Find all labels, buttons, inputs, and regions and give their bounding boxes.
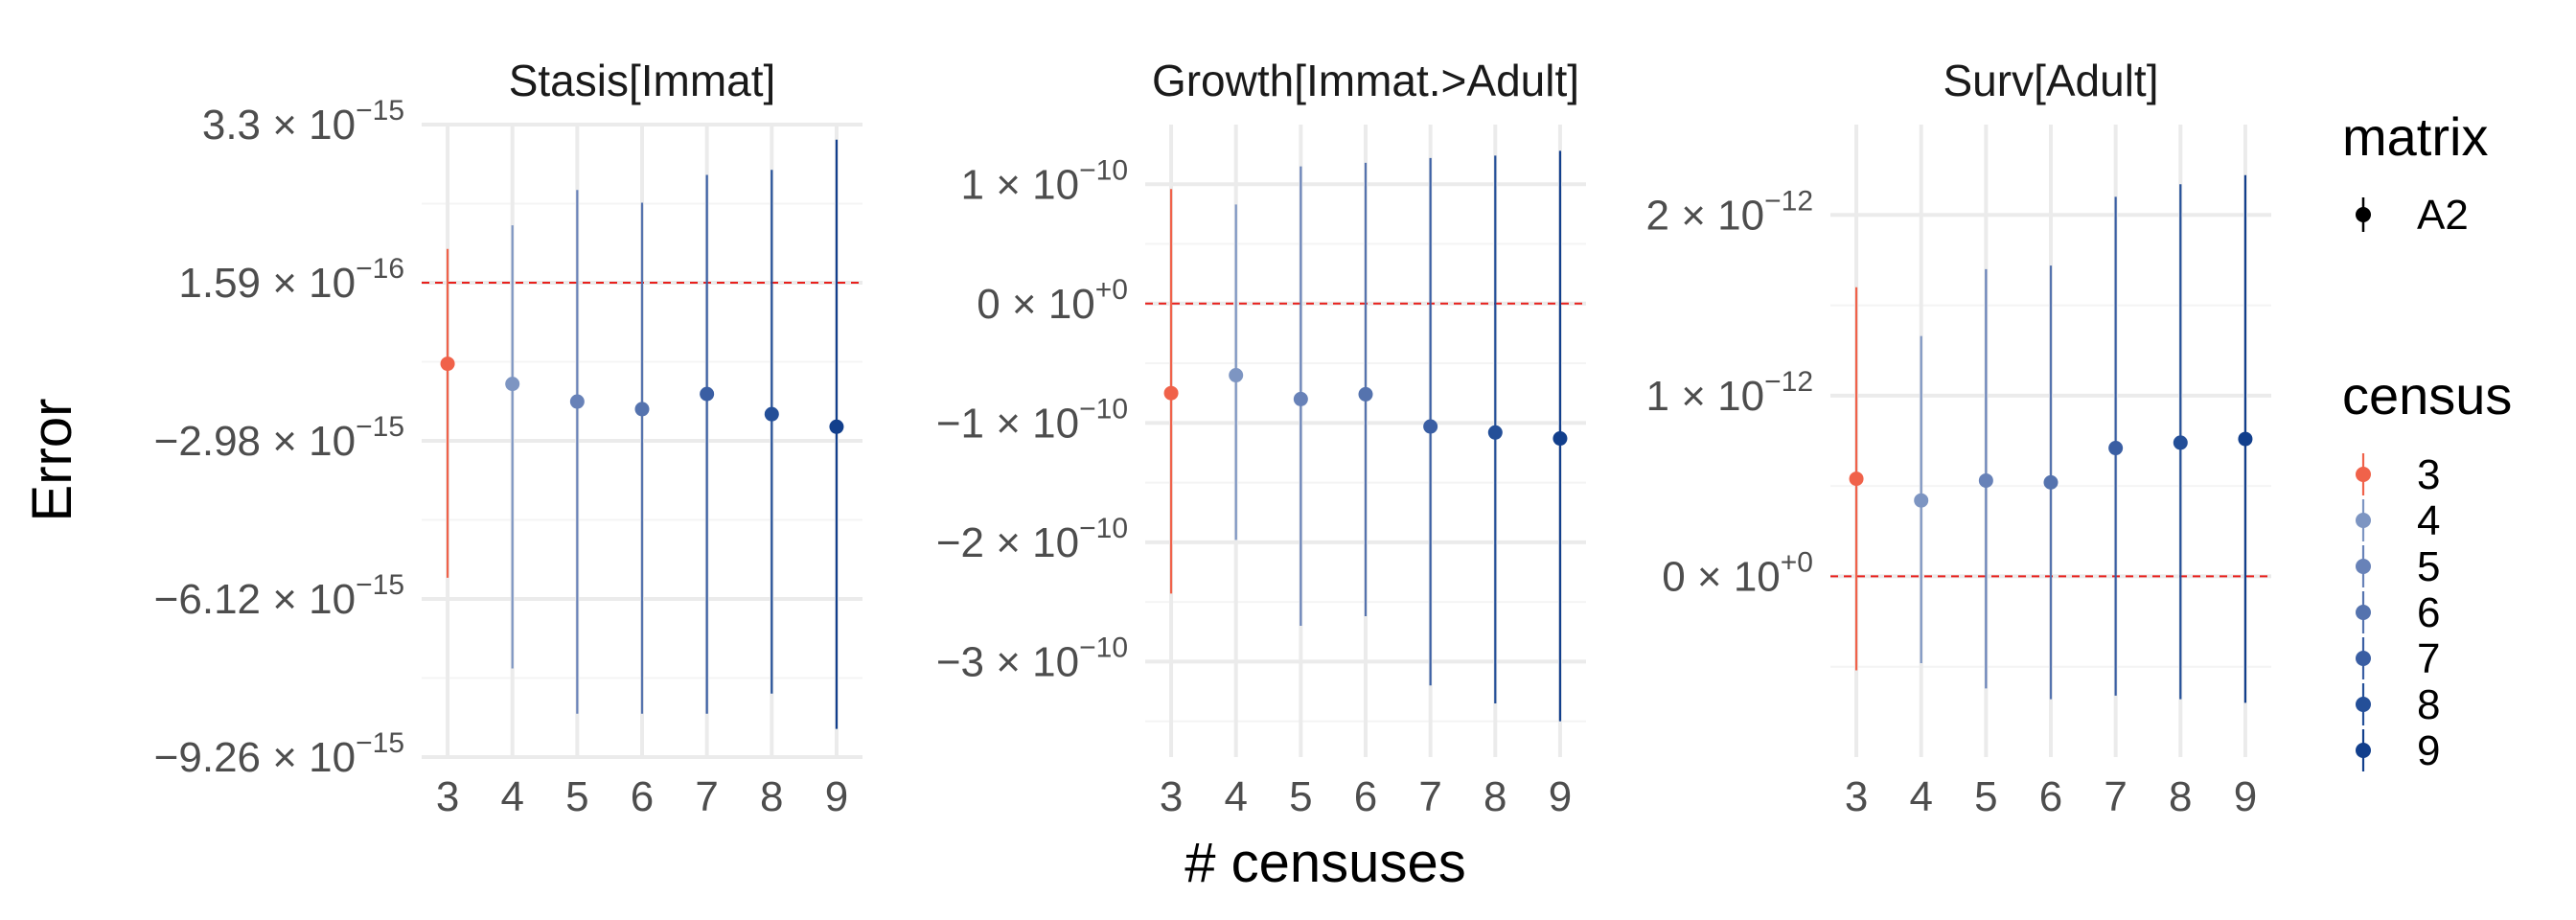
x-tick-label: 8 [2169, 773, 2192, 820]
legend-key-point [2356, 743, 2371, 758]
y-tick-label: 0 × 10+0 [1662, 546, 1813, 600]
legend-key-point [2356, 605, 2371, 620]
legend-key-point [2356, 467, 2371, 482]
x-tick-label: 5 [1289, 773, 1312, 820]
data-point [2108, 441, 2124, 456]
x-tick-label: 9 [2234, 773, 2257, 820]
data-point [2173, 435, 2188, 450]
facet-title: Surv[Adult] [1944, 56, 2159, 105]
data-point [505, 377, 520, 392]
y-tick-label: −2 × 10−10 [936, 513, 1128, 566]
data-point [440, 356, 455, 372]
x-tick-label: 9 [1549, 773, 1572, 820]
y-tick-label: 1 × 10−10 [961, 154, 1128, 208]
x-tick-label: 6 [631, 773, 654, 820]
facet-panels: 3.3 × 10−15 1.59 × 10−16 −2.98 × 10−15 −6.1… [154, 56, 2271, 820]
legend-label: 9 [2417, 727, 2440, 774]
y-tick-label: −9.26 × 10−15 [154, 727, 404, 781]
y-tick-label: 0 × 10+0 [977, 274, 1128, 328]
data-point [764, 406, 779, 422]
data-point [1978, 472, 1993, 488]
data-point [829, 419, 844, 434]
legend-label: 8 [2417, 681, 2440, 728]
x-tick-label: 9 [825, 773, 848, 820]
data-point [1229, 368, 1244, 383]
data-point [2043, 474, 2058, 490]
data-point [2238, 431, 2253, 447]
x-tick-label: 6 [1354, 773, 1377, 820]
x-tick-label: 8 [760, 773, 783, 820]
x-tick-label: 4 [1224, 773, 1247, 820]
legend-key-point [2356, 513, 2371, 528]
data-point [569, 394, 585, 409]
y-tick-label: 3.3 × 10−15 [202, 95, 404, 149]
y-tick-label: −1 × 10−10 [936, 393, 1128, 447]
x-tick-label: 5 [565, 773, 588, 820]
legend-title-matrix: matrix [2342, 106, 2488, 167]
data-point [1358, 386, 1373, 402]
legend-label: 5 [2417, 543, 2440, 590]
x-tick-label: 5 [1974, 773, 1997, 820]
x-tick-label: 7 [2104, 773, 2127, 820]
data-point [700, 386, 715, 402]
legend-key-point [2356, 651, 2371, 666]
legend-label: 4 [2417, 497, 2440, 544]
legend-key-point [2356, 207, 2371, 222]
y-tick-label: −2.98 × 10−15 [154, 411, 404, 465]
facet-title: Growth[Immat.>Adult] [1152, 56, 1579, 105]
y-tick-label: 1.59 × 10−16 [178, 253, 404, 307]
legend-matrix-entries: A2 [2356, 192, 2469, 239]
x-tick-label: 7 [695, 773, 718, 820]
data-point [1552, 431, 1568, 447]
y-axis-title: Error [21, 399, 83, 522]
legend-label: A2 [2417, 192, 2469, 239]
legend-key-point [2356, 559, 2371, 574]
x-tick-label: 6 [2039, 773, 2062, 820]
y-tick-label: −6.12 × 10−15 [154, 569, 404, 623]
x-tick-label: 4 [500, 773, 523, 820]
y-tick-label: −3 × 10−10 [936, 632, 1128, 685]
legend-label: 6 [2417, 589, 2440, 636]
facet-3: 2 × 10−12 1 × 10−12 0 × 10+0 3 4 5 6 7 8 9 Surv[Ad… [1646, 56, 2271, 820]
x-tick-label: 3 [436, 773, 459, 820]
data-point [634, 402, 650, 417]
data-point [1293, 391, 1308, 406]
legend-key-point [2356, 697, 2371, 712]
legend-label: 3 [2417, 451, 2440, 498]
x-tick-label: 3 [1845, 773, 1868, 820]
data-point [1487, 425, 1503, 440]
legend-label: 7 [2417, 635, 2440, 682]
facet-title: Stasis[Immat] [509, 56, 776, 105]
x-tick-label: 3 [1160, 773, 1183, 820]
data-point [1423, 419, 1438, 434]
data-point [1914, 493, 1929, 508]
data-point [1163, 385, 1179, 401]
legend-title-census: census [2342, 365, 2512, 426]
facet-2: 1 × 10−10 0 × 10+0 −1 × 10−10 −2 × 10−10 −3 … [936, 56, 1586, 820]
y-tick-label: 2 × 10−12 [1646, 185, 1813, 239]
x-tick-label: 8 [1484, 773, 1506, 820]
y-tick-label: 1 × 10−12 [1646, 366, 1813, 420]
data-point [1849, 472, 1864, 487]
x-tick-label: 4 [1909, 773, 1932, 820]
facet-1: 3.3 × 10−15 1.59 × 10−16 −2.98 × 10−15 −6.1… [154, 56, 862, 820]
x-axis-title: # censuses [1184, 832, 1465, 894]
x-tick-label: 7 [1418, 773, 1441, 820]
